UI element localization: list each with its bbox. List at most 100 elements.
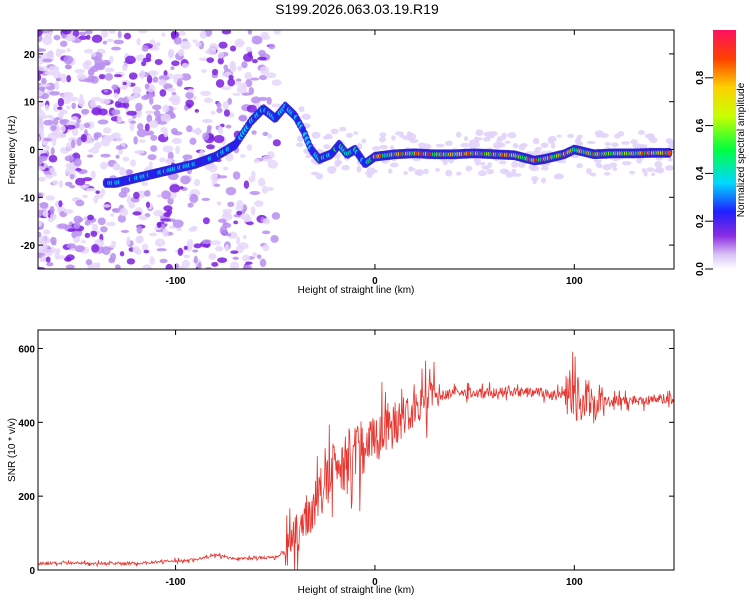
spectrogram-noise-cell	[339, 126, 347, 132]
spectrogram-noise-cell	[85, 259, 93, 266]
spectrogram-noise-cell	[121, 64, 128, 71]
spectrogram-noise-cell	[44, 248, 53, 257]
spectrogram-noise-cell	[156, 248, 167, 252]
spectrogram-noise-cell	[182, 154, 193, 160]
spectrogram-noise-cell	[236, 40, 245, 46]
spectrogram-noise-cell	[261, 185, 269, 194]
x-tick-label: 100	[566, 577, 583, 588]
spectrogram-noise-cell	[76, 137, 82, 147]
spectrogram-noise-cell	[475, 160, 480, 166]
spectrogram-noise-cell	[265, 72, 277, 79]
spectrogram-noise-cell	[301, 113, 311, 120]
spectrogram-noise-cell	[162, 228, 169, 238]
spectrogram-noise-cell	[162, 104, 170, 113]
spectrogram-noise-cell	[38, 66, 49, 72]
spectrogram-noise-cell	[146, 75, 153, 84]
spectrogram-noise-cell	[216, 107, 223, 114]
spectrogram-noise-cell	[128, 72, 138, 80]
spectrogram-noise-cell	[82, 177, 93, 182]
spectrogram-noise-cell	[80, 134, 87, 143]
spectrogram-noise-cell	[69, 184, 76, 189]
spectrogram-noise-cell	[143, 249, 150, 254]
spectrogram-noise-cell	[146, 114, 153, 123]
spectrogram-noise-cell	[54, 81, 60, 90]
spectrogram-noise-cell	[141, 60, 147, 67]
y-tick-label: -10	[21, 193, 36, 204]
spectrogram-noise-cell	[532, 139, 538, 143]
spectrogram-noise-cell	[150, 134, 158, 141]
spectrogram-noise-cell	[76, 118, 81, 124]
spectrogram-noise-cell	[241, 82, 247, 89]
spectrogram-noise-cell	[135, 102, 143, 112]
spectrogram-noise-cell	[157, 121, 168, 125]
spectrogram-noise-cell	[45, 174, 54, 178]
spectrogram-noise-cell	[66, 105, 71, 110]
spectrogram-noise-cell	[52, 103, 61, 113]
spectrogram-noise-cell	[208, 253, 217, 260]
spectrogram-noise-cell	[141, 181, 149, 187]
spectrogram-noise-cell	[161, 190, 171, 200]
spectrogram-noise-cell	[124, 55, 136, 65]
spectrogram-noise-cell	[193, 243, 202, 249]
spectrogram-noise-cell	[66, 258, 72, 262]
spectrogram-noise-cell	[511, 161, 519, 168]
spectrogram-noise-cell	[149, 39, 156, 45]
spectrogram-noise-cell	[136, 37, 141, 46]
spectrogram-noise-cell	[585, 168, 592, 175]
spectrogram-noise-cell	[174, 263, 179, 269]
spectrogram-noise-cell	[71, 231, 77, 239]
spectrogram-noise-cell	[221, 30, 232, 35]
spectrogram-noise-cell	[147, 130, 155, 136]
spectrogram-noise-cell	[144, 83, 150, 90]
spectrogram-noise-cell	[118, 191, 128, 198]
spectrogram-noise-cell	[130, 159, 137, 167]
colorbar-tick-label: 0.6	[695, 118, 706, 132]
y-tick-label: 600	[18, 344, 35, 355]
spectrogram-noise-cell	[232, 92, 241, 97]
spectrogram-noise-cell	[542, 142, 549, 147]
spectrogram-noise-cell	[185, 91, 194, 99]
spectrogram-noise-cell	[126, 195, 132, 204]
snr-panel: -100 0 100 0 200 400 600 Height of straight li…	[7, 329, 675, 596]
spectrogram-noise-cell	[204, 50, 211, 54]
spectrogram-noise-cell	[134, 150, 145, 155]
spectrogram-noise-cell	[256, 254, 262, 260]
spectrogram-noise-cell	[90, 230, 98, 237]
spectrogram-noise-cell	[41, 235, 50, 244]
spectrogram-noise-cell	[608, 162, 618, 168]
spectrogram-noise-cell	[252, 252, 258, 258]
spectrogram-noise-cell	[217, 51, 225, 59]
spectrogram-noise-cell	[142, 57, 152, 63]
spectrogram-noise-cell	[481, 165, 489, 170]
spectrogram-noise-cell	[507, 132, 517, 139]
spectrogram-noise-cell	[100, 153, 111, 158]
spectrogram-noise-cell	[56, 133, 67, 139]
spectrogram-noise-cell	[55, 248, 61, 255]
spectrogram-noise-cell	[246, 104, 257, 113]
spectrogram-noise-cell	[258, 49, 266, 57]
spectrogram-noise-cell	[39, 83, 51, 87]
spectrogram-noise-cell	[456, 171, 462, 176]
spectrogram-noise-cell	[323, 144, 331, 150]
spectrogram-noise-cell	[100, 138, 111, 147]
spectrogram-noise-cell	[225, 186, 237, 196]
spectrogram-noise-cell	[246, 221, 254, 226]
spectrogram-noise-cell	[576, 163, 583, 169]
spectrogram-noise-cell	[532, 149, 541, 156]
spectrogram-noise-cell	[667, 157, 673, 162]
spectrogram-noise-cell	[91, 34, 103, 43]
spectrogram-noise-cell	[589, 172, 597, 177]
spectrogram-noise-cell	[180, 40, 191, 50]
spectrogram-noise-cell	[218, 218, 227, 223]
spectrogram-noise-cell	[655, 156, 663, 161]
spectrogram-noise-cell	[198, 57, 209, 61]
spectrogram-noise-cell	[253, 158, 260, 164]
spectrogram-noise-cell	[243, 180, 250, 189]
spectrogram-noise-cell	[57, 97, 65, 107]
spectrogram-noise-cell	[156, 221, 162, 229]
spectrogram-noise-cell	[200, 90, 211, 97]
spectrogram-noise-cell	[152, 76, 159, 83]
spectrogram-noise-cell	[43, 137, 52, 142]
spectrogram-noise-cell	[236, 200, 244, 209]
